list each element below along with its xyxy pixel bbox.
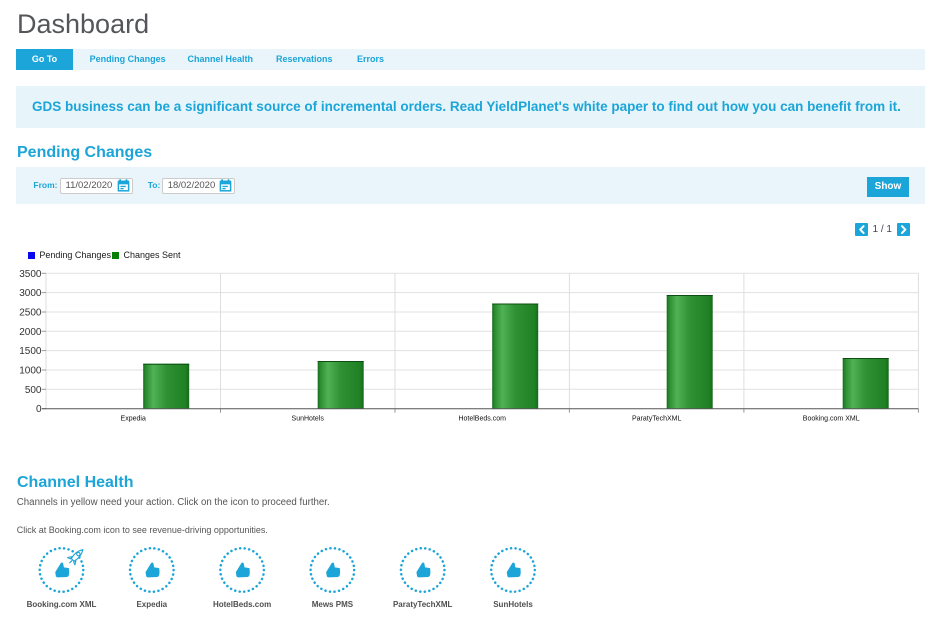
svg-text:Booking.com XML: Booking.com XML (27, 600, 97, 609)
svg-text:Expedia: Expedia (136, 600, 167, 609)
svg-text:Mews PMS: Mews PMS (312, 600, 354, 609)
svg-text:Expedia: Expedia (121, 416, 146, 423)
svg-text:2000: 2000 (19, 327, 42, 338)
svg-text:2500: 2500 (19, 308, 42, 319)
svg-text:SunHotels: SunHotels (292, 416, 325, 423)
svg-text:0: 0 (36, 404, 42, 415)
svg-text:3500: 3500 (19, 269, 42, 280)
svg-text:1500: 1500 (19, 346, 42, 357)
svg-text:HotelBeds.com: HotelBeds.com (213, 600, 271, 609)
svg-text:SunHotels: SunHotels (493, 600, 533, 609)
svg-text:ParatyTechXML: ParatyTechXML (393, 600, 453, 609)
svg-text:Booking.com XML: Booking.com XML (803, 416, 860, 423)
svg-text:500: 500 (25, 385, 42, 396)
svg-text:3000: 3000 (19, 288, 42, 299)
svg-text:HotelBeds.com: HotelBeds.com (458, 416, 506, 423)
svg-text:1000: 1000 (19, 366, 42, 377)
svg-text:ParatyTechXML: ParatyTechXML (632, 416, 682, 423)
